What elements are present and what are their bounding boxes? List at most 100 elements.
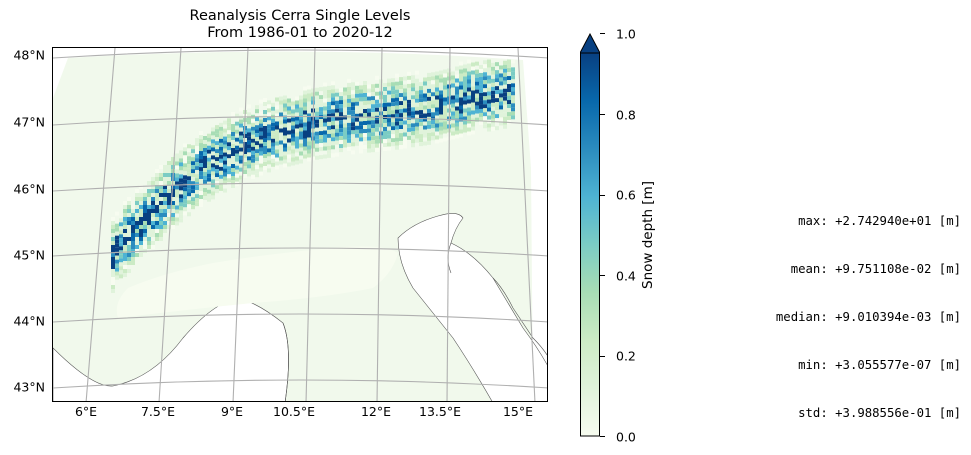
lon-label-7-5: 7.5°E (140, 404, 176, 419)
snow-cell (339, 144, 343, 149)
snow-cell (159, 181, 163, 185)
snow-cell (491, 122, 495, 127)
snow-cell (423, 129, 427, 134)
snow-cell (467, 79, 471, 84)
snow-cell (363, 101, 367, 105)
snow-cell (211, 191, 215, 196)
snow-cell (363, 133, 367, 137)
snow-cell (251, 130, 255, 135)
snow-cell (263, 122, 267, 126)
snow-cell (159, 209, 163, 213)
snow-cell (359, 149, 363, 154)
snow-cell (219, 146, 223, 151)
snow-cell (507, 108, 511, 113)
snow-cell (307, 117, 311, 122)
snow-cell (391, 134, 395, 139)
snow-cell (163, 169, 167, 173)
snow-cell (215, 129, 219, 134)
snow-cell (179, 158, 183, 163)
snow-cell (279, 116, 283, 121)
snow-cell (191, 201, 195, 206)
snow-cell (195, 198, 199, 203)
snow-cell (243, 170, 247, 174)
snow-cell (415, 90, 419, 95)
snow-cell (251, 142, 255, 147)
snow-cell (491, 110, 495, 115)
snow-cell (403, 76, 407, 81)
snow-cell (207, 165, 211, 170)
snow-cell (247, 144, 251, 149)
snow-cell (131, 213, 135, 217)
snow-cell (339, 140, 343, 145)
snow-cell (431, 124, 435, 129)
snow-cell (339, 104, 343, 109)
snow-cell (135, 241, 139, 245)
snow-cell (127, 217, 131, 221)
snow-cell (211, 131, 215, 136)
snow-cell (427, 76, 431, 81)
lon-label-12: 12°E (360, 404, 392, 419)
snow-cell (247, 104, 251, 109)
snow-cell (171, 221, 175, 225)
snow-cell (367, 128, 371, 133)
snow-cell (411, 99, 415, 104)
snow-cell (455, 102, 459, 107)
snow-cell (155, 173, 159, 177)
snow-cell (507, 60, 511, 65)
snow-cell (175, 169, 179, 174)
snow-cell (343, 111, 347, 116)
snow-cell (383, 143, 387, 147)
snow-cell (263, 142, 267, 146)
snow-cell (331, 81, 335, 86)
snow-cell (203, 164, 207, 168)
snow-cell (295, 156, 299, 161)
snow-cell (459, 85, 463, 90)
snow-cell (155, 229, 159, 233)
snow-cell (223, 140, 227, 145)
snow-cell (175, 177, 179, 182)
snow-cell (487, 107, 491, 112)
snow-cell (351, 86, 355, 91)
snow-cell (495, 90, 499, 95)
snow-cell (199, 199, 203, 204)
snow-cell (291, 113, 295, 118)
snow-cell (111, 253, 115, 257)
snow-cell (231, 176, 235, 180)
snow-cell (219, 154, 223, 159)
snow-cell (139, 217, 143, 221)
snow-cell (387, 86, 391, 91)
snow-cell (251, 170, 255, 175)
snow-cell (135, 233, 139, 237)
snow-cell (283, 139, 287, 144)
snow-cell (283, 95, 287, 100)
snow-cell (183, 167, 187, 172)
snow-cell (263, 146, 267, 150)
snow-cell (475, 109, 479, 114)
lat-label-47: 47°N (13, 114, 45, 130)
snow-cell (479, 92, 483, 97)
snow-cell (143, 217, 147, 221)
snow-cell (343, 131, 347, 136)
snow-cell (171, 205, 175, 209)
snow-cell (111, 249, 115, 253)
snow-cell (235, 113, 239, 118)
snow-cell (159, 201, 163, 205)
snow-cell (383, 135, 387, 139)
snow-cell (247, 168, 251, 173)
snow-cell (123, 273, 127, 277)
snow-cell (359, 133, 363, 138)
snow-cell (399, 113, 403, 118)
snow-cell (407, 107, 411, 112)
snow-cell (299, 111, 303, 116)
snow-cell (155, 205, 159, 209)
snow-cell (303, 94, 307, 99)
snow-cell (155, 201, 159, 205)
snow-cell (431, 80, 435, 85)
snow-cell (155, 209, 159, 213)
snow-cell (463, 116, 467, 121)
snow-cell (119, 242, 123, 247)
snow-cell (335, 128, 339, 133)
snow-cell (503, 84, 507, 89)
snow-cell (275, 157, 279, 162)
snow-cell (155, 233, 159, 237)
